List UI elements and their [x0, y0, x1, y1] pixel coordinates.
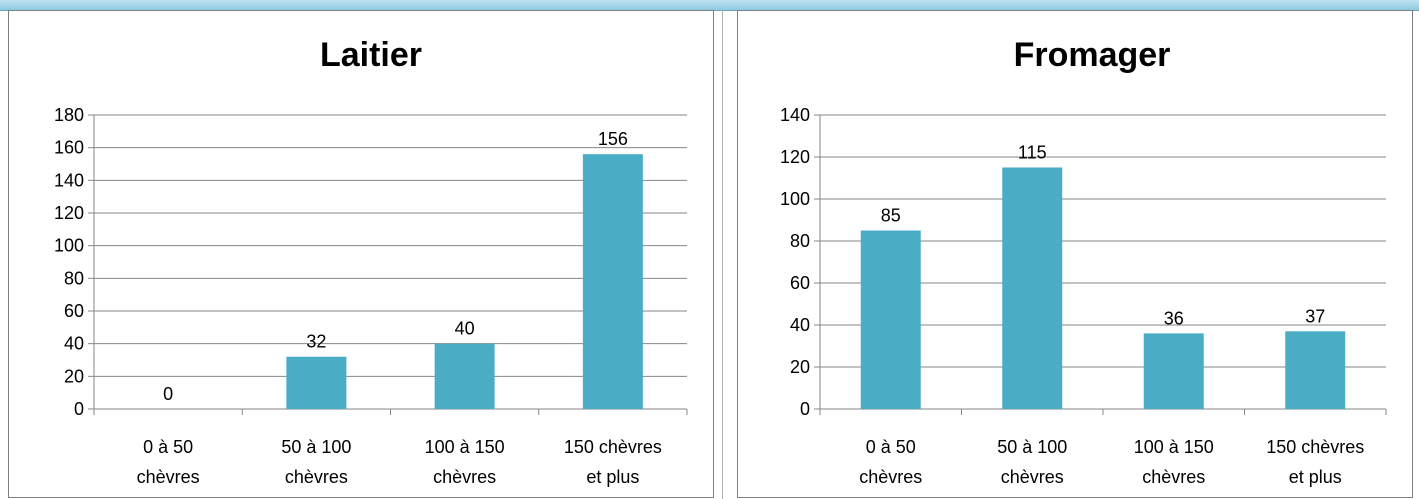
bar [1143, 333, 1204, 409]
y-tick-label: 100 [54, 236, 84, 256]
data-label: 156 [598, 129, 628, 149]
y-tick-label: 20 [64, 366, 84, 386]
category-label: 0 à 50 [866, 437, 916, 457]
category-label: 50 à 100 [997, 437, 1067, 457]
y-tick-label: 80 [64, 268, 84, 288]
category-label: 100 à 150 [1134, 437, 1214, 457]
chart-title: Fromager [1014, 36, 1171, 74]
category-label: chèvres [859, 467, 922, 487]
bar [434, 343, 495, 409]
chart-laitier: Laitier 0 20 40 60 80 100 120 140 160 180 0 0 à 50 ch… [54, 36, 688, 487]
y-tick-label: 60 [64, 301, 84, 321]
category-label: chèvres [1142, 467, 1205, 487]
category-label: chèvres [137, 467, 200, 487]
y-tick-label: 0 [74, 399, 84, 419]
y-tick-label: 160 [54, 138, 84, 158]
chart-panel-laitier: Laitier 0 20 40 60 80 100 120 140 160 180 0 0 à 50 ch… [8, 10, 714, 498]
data-label: 37 [1305, 306, 1325, 326]
bar [286, 356, 347, 409]
category-label: 150 chèvres [1266, 437, 1364, 457]
y-tick-label: 140 [54, 170, 84, 190]
divider [722, 10, 723, 499]
category-label: chèvres [433, 467, 496, 487]
bar [582, 154, 643, 409]
y-tick-label: 120 [780, 147, 810, 167]
bar [1285, 331, 1346, 409]
chart-title: Laitier [320, 36, 422, 74]
y-tick-label: 60 [790, 273, 810, 293]
y-tick-label: 0 [800, 399, 810, 419]
y-tick-label: 140 [780, 105, 810, 125]
category-label: 50 à 100 [281, 437, 351, 457]
bar [860, 230, 921, 409]
y-tick-label: 20 [790, 357, 810, 377]
y-tick-label: 180 [54, 105, 84, 125]
chart-panel-fromager: Fromager 0 20 40 60 80 100 120 140 85 0 à 50 chèvre… [737, 10, 1413, 498]
chart-fromager: Fromager 0 20 40 60 80 100 120 140 85 0 à 50 chèvre… [780, 36, 1387, 487]
data-label: 36 [1164, 308, 1184, 328]
category-label: chèvres [1001, 467, 1064, 487]
category-label: et plus [1289, 467, 1342, 487]
category-label: 100 à 150 [425, 437, 505, 457]
category-label: et plus [586, 467, 639, 487]
data-label: 115 [1018, 143, 1047, 163]
y-tick-label: 80 [790, 231, 810, 251]
category-label: chèvres [285, 467, 348, 487]
data-label: 0 [163, 384, 173, 404]
data-label: 40 [455, 319, 475, 339]
y-tick-label: 40 [790, 315, 810, 335]
bar [1002, 167, 1063, 409]
y-tick-label: 100 [780, 189, 810, 209]
data-label: 32 [306, 332, 326, 352]
data-label: 85 [881, 206, 901, 226]
y-tick-label: 120 [54, 203, 84, 223]
y-tick-label: 40 [64, 334, 84, 354]
category-label: 0 à 50 [143, 437, 193, 457]
category-label: 150 chèvres [564, 437, 662, 457]
